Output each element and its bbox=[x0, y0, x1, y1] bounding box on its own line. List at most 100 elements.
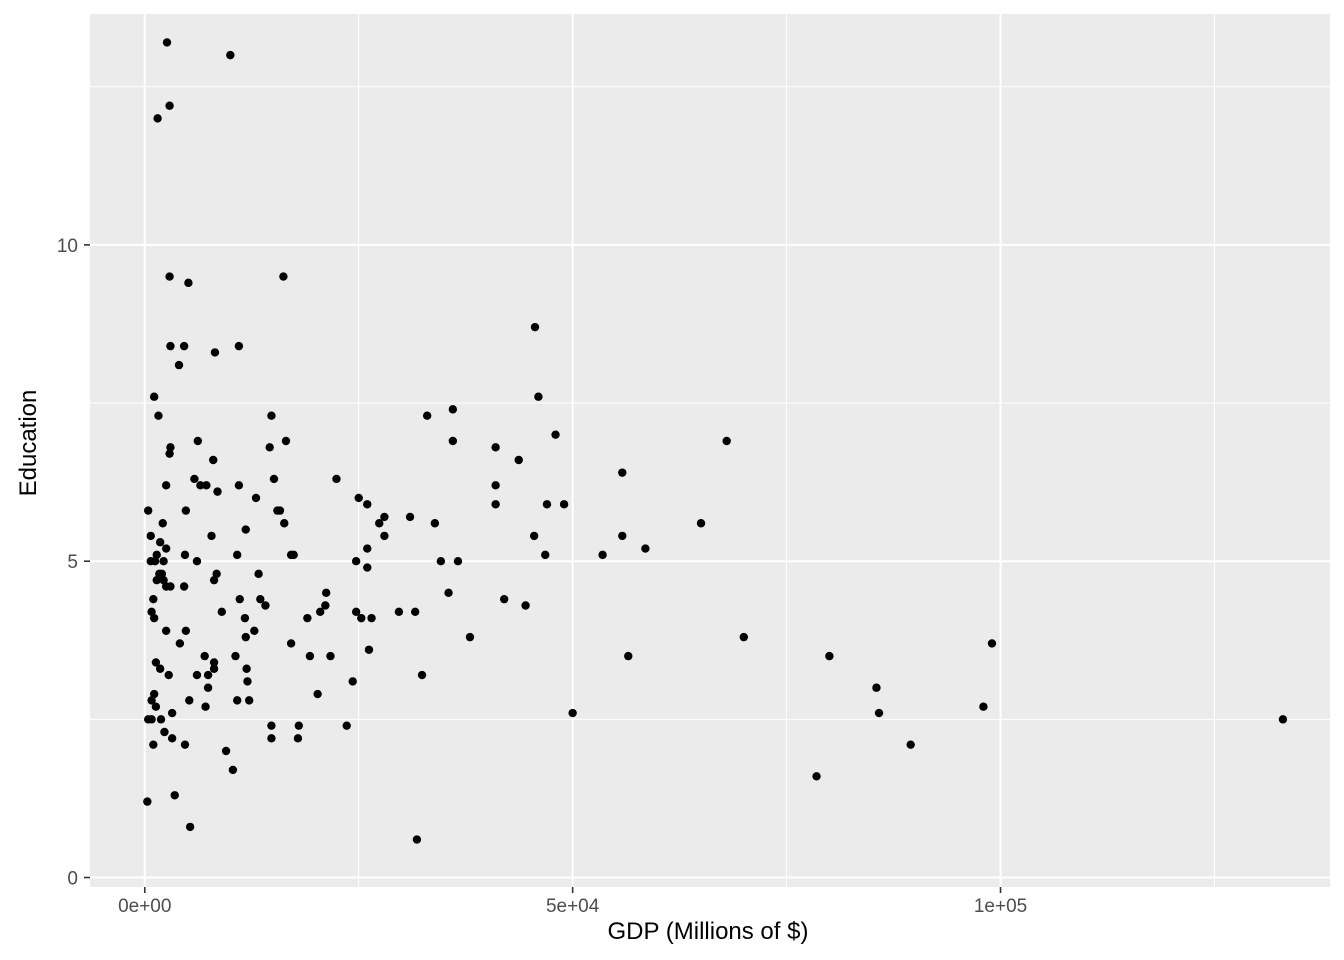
data-point bbox=[221, 746, 231, 756]
data-point bbox=[209, 575, 219, 585]
data-point bbox=[351, 607, 361, 617]
data-point bbox=[321, 588, 331, 598]
data-point bbox=[234, 481, 244, 490]
data-point bbox=[207, 531, 216, 541]
data-point bbox=[530, 322, 540, 332]
y-axis-ticks: 0 5 10 bbox=[57, 236, 90, 890]
data-point bbox=[521, 601, 530, 610]
data-point bbox=[351, 557, 361, 566]
data-point bbox=[161, 481, 171, 490]
data-point bbox=[147, 715, 156, 724]
data-point bbox=[190, 474, 199, 484]
data-point bbox=[166, 443, 175, 452]
data-point bbox=[181, 626, 191, 635]
data-point bbox=[256, 594, 265, 604]
data-point bbox=[154, 411, 163, 420]
data-point bbox=[812, 772, 821, 781]
data-points bbox=[143, 38, 1288, 844]
data-point bbox=[192, 670, 202, 680]
data-point bbox=[235, 594, 244, 604]
data-point bbox=[166, 582, 175, 591]
data-point bbox=[568, 708, 577, 718]
data-point bbox=[534, 392, 543, 401]
data-point bbox=[231, 651, 240, 661]
data-point bbox=[294, 721, 304, 730]
data-point bbox=[151, 702, 161, 711]
data-point bbox=[150, 557, 160, 566]
data-point bbox=[242, 664, 251, 673]
data-point bbox=[380, 512, 389, 522]
data-point bbox=[166, 341, 175, 351]
data-point bbox=[200, 651, 209, 661]
data-point bbox=[722, 436, 731, 446]
data-point bbox=[363, 563, 372, 572]
data-point bbox=[316, 607, 325, 617]
data-point bbox=[185, 822, 195, 832]
data-point bbox=[348, 677, 357, 686]
data-point bbox=[232, 696, 242, 705]
data-point bbox=[364, 645, 374, 654]
data-point bbox=[417, 670, 427, 680]
data-point bbox=[241, 525, 250, 534]
data-point bbox=[193, 436, 203, 446]
data-point bbox=[162, 38, 172, 47]
data-point bbox=[149, 689, 159, 699]
data-point bbox=[161, 544, 171, 553]
data-point bbox=[209, 455, 218, 465]
data-point bbox=[165, 449, 174, 458]
data-point bbox=[213, 487, 222, 496]
x-axis-title: GDP (Millions of $) bbox=[608, 918, 809, 945]
data-point bbox=[143, 506, 153, 515]
data-point bbox=[448, 405, 458, 414]
data-point bbox=[164, 670, 173, 680]
data-point bbox=[181, 506, 191, 515]
data-point bbox=[313, 689, 322, 699]
data-point bbox=[143, 797, 152, 806]
data-point bbox=[179, 341, 189, 351]
data-point bbox=[874, 708, 884, 718]
data-point bbox=[598, 550, 607, 560]
data-point bbox=[180, 550, 190, 560]
data-point bbox=[453, 557, 463, 566]
data-point bbox=[250, 626, 259, 635]
data-point bbox=[185, 696, 194, 705]
x-tick-label: 1e+05 bbox=[974, 896, 1027, 917]
data-point bbox=[405, 512, 415, 522]
data-point bbox=[267, 734, 276, 743]
y-tick-label: 0 bbox=[67, 869, 78, 890]
data-point bbox=[254, 569, 263, 579]
data-point bbox=[184, 278, 193, 288]
data-point bbox=[491, 443, 500, 452]
data-point bbox=[157, 569, 167, 579]
data-point bbox=[158, 519, 167, 528]
data-point bbox=[281, 436, 291, 446]
data-point bbox=[161, 626, 171, 635]
data-point bbox=[375, 519, 384, 528]
data-point bbox=[321, 601, 330, 610]
data-point bbox=[240, 613, 250, 623]
data-point bbox=[979, 702, 988, 711]
y-axis-title: Education bbox=[15, 390, 42, 497]
data-point bbox=[624, 651, 633, 661]
data-point bbox=[241, 632, 250, 642]
data-point bbox=[303, 613, 312, 623]
data-point bbox=[542, 500, 552, 509]
data-point bbox=[618, 531, 627, 541]
data-point bbox=[159, 557, 168, 566]
data-point bbox=[209, 664, 219, 673]
data-point bbox=[436, 557, 446, 566]
x-tick-label: 5e+04 bbox=[546, 896, 600, 917]
data-point bbox=[696, 519, 706, 528]
data-point bbox=[179, 582, 189, 591]
data-point bbox=[149, 392, 159, 401]
data-point bbox=[412, 835, 422, 844]
data-point bbox=[212, 569, 221, 579]
data-point bbox=[167, 708, 177, 718]
data-point bbox=[739, 632, 749, 642]
data-point bbox=[363, 544, 372, 553]
data-point bbox=[514, 455, 523, 465]
data-point bbox=[146, 531, 155, 541]
data-point bbox=[275, 506, 285, 515]
data-point bbox=[987, 639, 997, 648]
